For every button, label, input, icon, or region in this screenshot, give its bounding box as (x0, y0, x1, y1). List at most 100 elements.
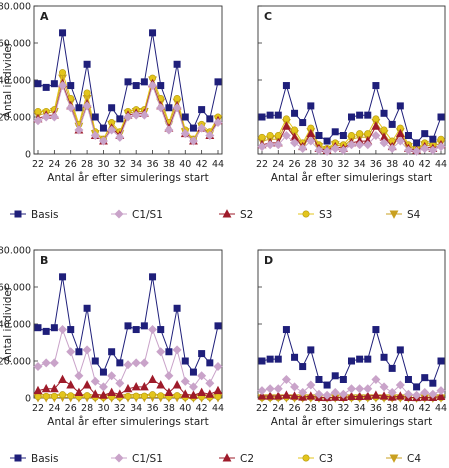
data-point (363, 140, 373, 150)
data-point (172, 345, 182, 355)
data-point (99, 124, 107, 132)
x-axis-label: Antal år efter simulerings start (47, 415, 208, 428)
data-point (33, 362, 43, 372)
data-point (140, 392, 148, 400)
data-point (331, 372, 339, 380)
data-point (372, 326, 380, 334)
data-point (99, 368, 107, 376)
x-tick-label: 34 (354, 159, 366, 170)
data-point (140, 322, 148, 330)
series-c1-s1 (33, 325, 223, 392)
y-axis-label: Antal individer (2, 285, 14, 362)
data-point (34, 324, 42, 332)
data-point (67, 392, 75, 400)
data-point (379, 382, 389, 392)
data-point (395, 136, 405, 146)
series-basis (34, 273, 222, 376)
data-point (379, 391, 389, 400)
data-point (214, 78, 222, 86)
data-point (164, 125, 174, 135)
data-point (258, 113, 266, 121)
data-point (58, 81, 68, 91)
data-point (180, 129, 190, 139)
data-point (83, 392, 91, 400)
data-point (348, 357, 355, 365)
data-point (41, 383, 51, 393)
x-tick-label: 40 (402, 403, 414, 414)
data-point (41, 358, 51, 368)
data-point (281, 121, 291, 130)
x-tick-label: 42 (196, 159, 208, 170)
data-point (83, 304, 91, 312)
x-tick-label: 40 (179, 159, 191, 170)
data-point (437, 113, 445, 121)
data-point (173, 304, 181, 312)
data-point (265, 391, 275, 400)
data-point (156, 347, 166, 357)
data-point (258, 133, 266, 141)
data-point (98, 136, 108, 146)
data-point (379, 138, 389, 148)
x-tick-label: 32 (114, 403, 126, 414)
data-point (198, 350, 206, 358)
data-point (338, 389, 348, 399)
data-point (82, 101, 92, 111)
data-point (281, 374, 291, 385)
x-tick-label: 38 (386, 159, 398, 170)
legend-label: C1/S1 (132, 209, 163, 221)
data-point (257, 386, 267, 396)
data-point (306, 391, 316, 400)
data-point (281, 390, 291, 399)
legend-marker (114, 209, 124, 219)
data-point (34, 80, 42, 88)
y-axis-label: Antal individer (2, 41, 14, 118)
x-tick-label: 22 (32, 403, 44, 414)
legend-marker (222, 209, 232, 218)
data-point (412, 146, 422, 156)
series-line (37, 327, 219, 388)
legend-entry: S2 (219, 209, 253, 221)
data-point (180, 389, 190, 398)
legend-marker (14, 210, 22, 218)
panel-label: C (264, 10, 272, 23)
data-point (90, 130, 100, 141)
data-point (157, 326, 165, 334)
data-point (299, 119, 307, 127)
legend-marker (114, 453, 124, 463)
data-point (213, 385, 223, 395)
data-point (346, 384, 357, 394)
data-point (258, 357, 266, 365)
data-point (403, 145, 413, 155)
data-point (173, 392, 181, 400)
legend-label: C2 (240, 453, 254, 465)
data-point (273, 391, 283, 400)
data-point (58, 325, 68, 335)
data-point (180, 376, 190, 386)
legend-entry: C2 (219, 453, 254, 465)
data-point (157, 82, 165, 90)
data-point (49, 112, 59, 122)
data-point (298, 387, 308, 397)
data-point (380, 353, 388, 361)
data-point (131, 110, 141, 120)
x-tick-label: 44 (435, 403, 447, 414)
chart-panel-a: 0 20.000 40.000 60.000 80.000 22 24 26 28 30 32 34 3… (0, 2, 224, 185)
data-point (363, 391, 373, 400)
data-point (314, 145, 324, 155)
data-point (363, 384, 373, 394)
x-tick-label: 24 (48, 403, 60, 414)
x-tick-label: 32 (337, 403, 349, 414)
data-point (396, 346, 404, 354)
data-point (436, 391, 446, 401)
y-tick-label: 40.000 (0, 76, 31, 87)
data-point (132, 392, 140, 400)
legend-entry: S4 (386, 209, 421, 221)
data-point (380, 109, 388, 117)
data-point (198, 106, 206, 114)
y-tick-label: 80.000 (0, 2, 31, 13)
data-point (421, 130, 429, 138)
data-point (282, 326, 290, 334)
panel-label: A (40, 10, 49, 23)
data-point (107, 125, 117, 135)
data-point (205, 389, 215, 398)
